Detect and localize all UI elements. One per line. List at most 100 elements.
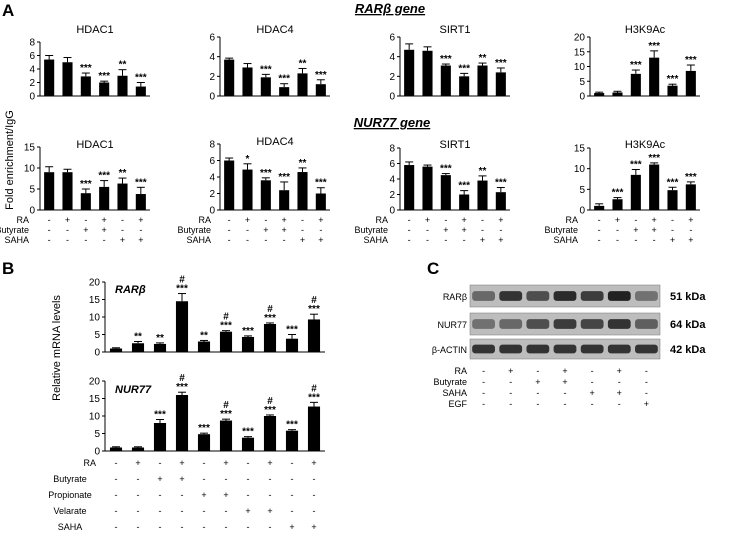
treatment-sign: +	[462, 215, 467, 225]
treatment-sign: -	[653, 235, 656, 245]
y-tick-label: 4	[209, 52, 215, 63]
significance-label: ***	[98, 171, 110, 182]
treatment-sign: +	[443, 225, 448, 235]
treatment-sign: -	[121, 215, 124, 225]
bar	[80, 76, 91, 96]
bar	[263, 324, 277, 352]
treatment-sign: -	[598, 215, 601, 225]
treatment-sign: -	[225, 522, 228, 532]
hash-label: #	[267, 396, 273, 407]
bar	[315, 84, 326, 96]
treatment-sign: +	[590, 388, 595, 398]
significance-label: ***	[278, 172, 290, 183]
blot-label: NUR77	[437, 320, 467, 330]
bar	[630, 73, 641, 96]
treatment-label: RA	[198, 215, 211, 225]
bar	[197, 434, 211, 451]
treatment-sign: -	[66, 225, 69, 235]
treatment-sign: -	[634, 235, 637, 245]
y-tick-label: 2	[389, 190, 395, 201]
treatment-sign: +	[83, 225, 88, 235]
blot-band	[635, 291, 658, 301]
significance-label: ***	[260, 64, 272, 75]
treatment-sign: +	[311, 458, 316, 468]
bar	[219, 331, 233, 352]
treatment-sign: +	[223, 490, 228, 500]
treatment-sign: -	[482, 377, 485, 387]
molecular-weight-label: 42 kDa	[670, 344, 706, 356]
bar	[109, 348, 123, 352]
hash-label: #	[267, 304, 273, 315]
bar	[263, 416, 277, 451]
y-tick-label: 8	[389, 144, 395, 155]
treatment-sign: -	[536, 399, 539, 409]
chart-title: HDAC1	[76, 24, 113, 36]
bar	[260, 77, 271, 96]
treatment-label: SAHA	[4, 235, 29, 245]
significance-label: ***	[176, 382, 188, 393]
bar	[495, 72, 506, 96]
significance-label: ***	[308, 392, 320, 403]
bar	[135, 194, 146, 210]
significance-label: ***	[286, 420, 298, 431]
treatment-sign: +	[480, 235, 485, 245]
significance-label: ***	[198, 423, 210, 434]
y-tick-label: 0	[209, 92, 215, 103]
treatment-label: RA	[454, 366, 467, 376]
significance-label: ***	[80, 179, 92, 190]
significance-label: ***	[667, 74, 679, 85]
bar	[440, 65, 451, 96]
treatment-sign: +	[179, 474, 184, 484]
treatment-sign: +	[535, 377, 540, 387]
bar	[495, 192, 506, 210]
treatment-sign: -	[203, 522, 206, 532]
significance-label: *	[246, 154, 250, 165]
y-tick-label: 8	[209, 140, 215, 151]
treatment-label: SAHA	[58, 522, 83, 532]
significance-label: ***	[260, 168, 272, 179]
y-tick-label: 8	[29, 38, 35, 49]
treatment-sign: -	[66, 235, 69, 245]
treatment-sign: -	[269, 522, 272, 532]
y-tick-label: 0	[94, 447, 100, 458]
significance-label: ***	[242, 326, 254, 337]
treatment-sign: +	[498, 215, 503, 225]
panel-a-ylabel: Fold enrichment/IgG	[4, 110, 16, 210]
treatment-sign: -	[408, 225, 411, 235]
blot-row-nur77: NUR77 64 kDa	[437, 312, 706, 336]
significance-label: ***	[495, 178, 507, 189]
treatment-sign: +	[688, 235, 693, 245]
treatment-label: Butyrate	[544, 225, 578, 235]
y-tick-label: 15	[89, 394, 101, 405]
blot-band	[526, 344, 550, 354]
treatment-sign: +	[462, 225, 467, 235]
significance-label: **	[479, 53, 487, 64]
y-tick-label: 6	[389, 33, 395, 44]
bar	[260, 180, 271, 210]
y-tick-label: 10	[89, 313, 101, 324]
treatment-sign: +	[102, 225, 107, 235]
treatment-label: SAHA	[186, 235, 211, 245]
blot-band	[472, 344, 495, 354]
bar	[459, 194, 470, 210]
treatment-sign: -	[671, 225, 674, 235]
bar	[279, 87, 290, 96]
treatment-sign: -	[115, 474, 118, 484]
bar	[297, 73, 308, 96]
significance-label: ***	[278, 74, 290, 85]
blot-band	[635, 319, 658, 329]
bar	[404, 165, 415, 210]
treatment-table: RA-+-+-+Butyrate--++--SAHA----++	[177, 215, 323, 245]
treatment-sign: -	[115, 458, 118, 468]
blot-band	[553, 291, 577, 301]
bar	[175, 395, 189, 451]
significance-label: **	[134, 332, 142, 343]
treatment-sign: -	[203, 506, 206, 516]
bar	[242, 169, 253, 210]
treatment-sign: +	[562, 366, 567, 376]
treatment-sign: -	[291, 506, 294, 516]
treatment-sign: -	[264, 215, 267, 225]
bar	[197, 341, 211, 352]
